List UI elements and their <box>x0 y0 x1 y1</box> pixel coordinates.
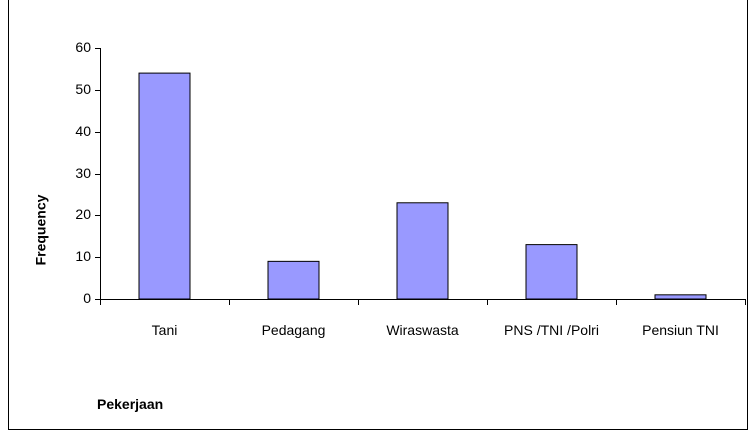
bar <box>267 260 320 300</box>
x-tick-label: PNS /TNI /Polri <box>504 322 599 338</box>
y-tick-label: 60 <box>75 39 91 55</box>
y-tick-label: 30 <box>75 165 91 181</box>
bar <box>654 294 707 300</box>
chart-border <box>8 0 748 430</box>
bar <box>525 244 578 300</box>
y-tick-label: 10 <box>75 248 91 264</box>
x-tick-label: Pedagang <box>261 322 326 338</box>
x-tick-label: Tani <box>151 322 178 338</box>
x-tick-label: Pensiun TNI <box>642 322 719 338</box>
x-axis-title: Pekerjaan <box>97 396 164 412</box>
y-axis-title: Frequency <box>33 194 49 265</box>
x-tick-label: Wiraswasta <box>386 322 459 338</box>
y-tick-label: 0 <box>83 290 91 306</box>
y-tick-label: 40 <box>75 123 91 139</box>
bar <box>396 202 449 300</box>
bar <box>138 72 191 300</box>
y-tick-label: 20 <box>75 206 91 222</box>
y-tick-label: 50 <box>75 81 91 97</box>
